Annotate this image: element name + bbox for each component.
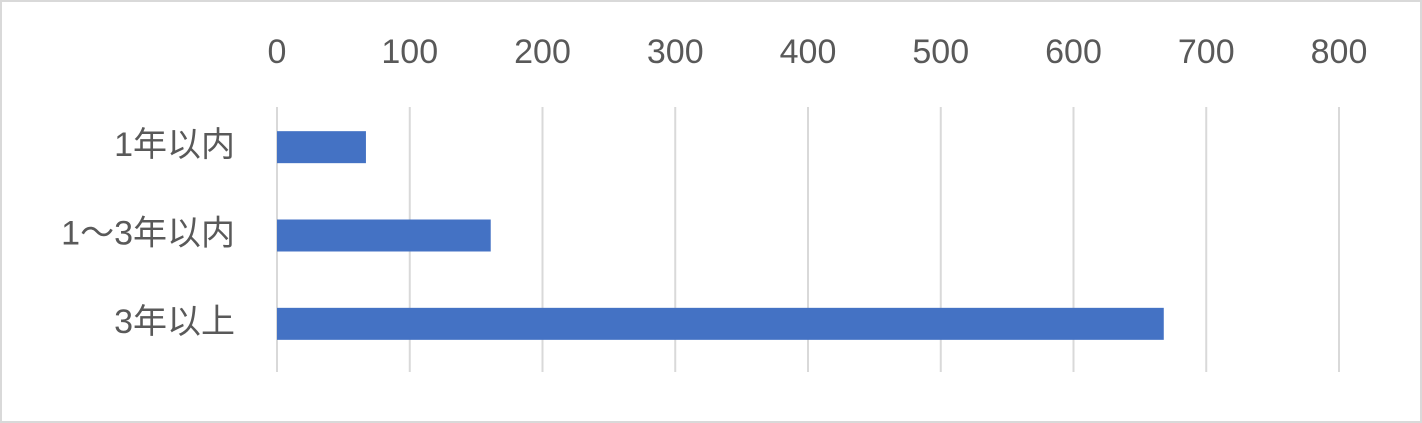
x-tick-label: 300 (647, 33, 704, 71)
y-tick-label: 1年以内 (114, 126, 235, 164)
x-tick-label: 800 (1311, 33, 1368, 71)
y-tick-label: 3年以上 (114, 303, 235, 341)
x-tick-label: 500 (912, 33, 969, 71)
bar (277, 219, 491, 252)
bar (277, 131, 366, 164)
bar (277, 307, 1164, 340)
x-tick-label: 0 (268, 33, 287, 71)
x-tick-label: 600 (1045, 33, 1102, 71)
x-tick-label: 100 (381, 33, 438, 71)
x-tick-label: 400 (780, 33, 837, 71)
x-tick-label: 700 (1178, 33, 1235, 71)
x-tick-label: 200 (514, 33, 571, 71)
y-tick-label: 1～3年以内 (61, 214, 235, 252)
